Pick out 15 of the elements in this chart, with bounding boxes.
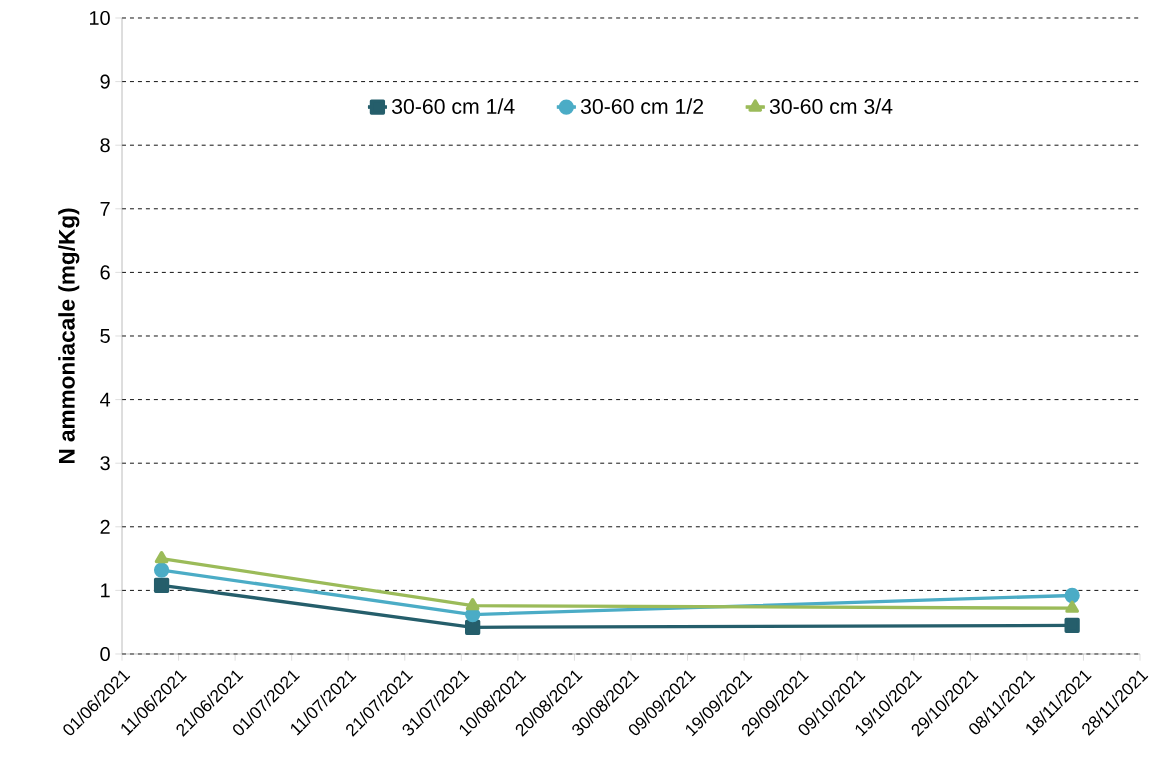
y-tick-label: 2 (100, 519, 110, 534)
legend-label: 30-60 cm 1/2 (580, 98, 704, 114)
y-tick-label: 1 (101, 583, 110, 598)
y-tick-label: 6 (100, 265, 110, 280)
y-tick-label: 9 (100, 74, 110, 89)
legend-label: 30-60 cm 1/4 (391, 98, 515, 114)
legend-label: 30-60 cm 3/4 (769, 98, 893, 114)
y-tick-label: 5 (100, 329, 110, 343)
y-tick-label: 4 (100, 392, 111, 407)
y-tick-label: 8 (100, 138, 110, 153)
y-tick-label: 7 (100, 201, 110, 216)
y-tick-label: 10 (90, 10, 110, 26)
y-axis-title: N ammoniacale (mg/Kg) (58, 208, 80, 464)
y-tick-label: 0 (100, 646, 110, 662)
y-tick-label: 3 (100, 456, 110, 471)
